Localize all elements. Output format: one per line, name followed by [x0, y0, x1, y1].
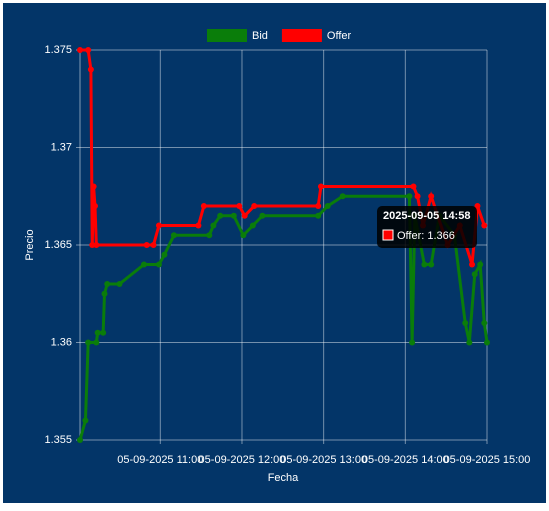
legend-label: Offer — [327, 30, 352, 42]
data-point — [230, 212, 237, 219]
data-point — [315, 203, 322, 209]
legend-swatch — [207, 29, 247, 42]
data-point — [259, 212, 266, 219]
x-axis-title: Fecha — [268, 472, 299, 484]
data-point — [481, 222, 488, 229]
data-point — [249, 222, 256, 229]
tooltip-box — [377, 206, 477, 248]
data-point — [77, 437, 83, 443]
data-point — [85, 339, 92, 346]
data-point — [161, 251, 168, 258]
data-point — [217, 212, 224, 219]
data-point — [143, 242, 150, 248]
data-point — [93, 242, 100, 248]
data-point — [85, 47, 92, 53]
data-point — [93, 339, 100, 346]
data-point — [90, 183, 97, 190]
data-point — [200, 203, 207, 209]
tooltip-title: 2025-09-05 14:58 — [383, 210, 470, 222]
data-point — [251, 203, 258, 209]
x-tick-label: 05-09-2025 14:00 — [362, 454, 449, 466]
data-point — [410, 183, 417, 190]
y-axis-title: Precio — [24, 229, 36, 260]
data-point — [150, 242, 157, 248]
data-point — [315, 212, 322, 219]
legend-label: Bid — [252, 30, 268, 42]
y-tick-label: 1.365 — [44, 239, 72, 251]
data-point — [484, 339, 490, 346]
data-point — [414, 193, 421, 200]
x-tick-label: 05-09-2025 15:00 — [444, 454, 531, 466]
data-point — [210, 222, 217, 229]
data-point — [421, 261, 428, 268]
data-point — [477, 261, 484, 268]
data-point — [240, 232, 247, 239]
data-point — [101, 290, 108, 297]
data-point — [339, 193, 346, 200]
y-tick-label: 1.375 — [44, 44, 72, 56]
data-point — [462, 320, 469, 326]
data-point — [116, 281, 123, 287]
data-point — [170, 232, 177, 239]
data-point — [474, 203, 481, 209]
data-point — [94, 329, 101, 336]
data-point — [155, 261, 162, 268]
data-point — [155, 222, 162, 229]
x-tick-label: 05-09-2025 11:00 — [117, 454, 203, 466]
data-point — [409, 339, 416, 346]
tooltip-label: Offer: 1.366 — [397, 230, 455, 242]
data-point — [481, 320, 488, 326]
data-point — [428, 193, 435, 200]
legend-swatch — [281, 29, 322, 42]
data-point — [469, 261, 476, 268]
x-tick-label: 05-09-2025 12:00 — [199, 454, 286, 466]
y-tick-label: 1.36 — [51, 336, 72, 348]
data-point — [91, 203, 98, 209]
data-point — [77, 47, 83, 53]
data-point — [236, 203, 243, 209]
data-point — [324, 203, 331, 209]
y-tick-label: 1.37 — [51, 141, 72, 153]
series-line — [78, 194, 489, 441]
tooltip-swatch — [382, 229, 394, 241]
data-point — [317, 183, 324, 190]
data-point — [100, 329, 107, 336]
data-point — [195, 222, 202, 229]
data-point — [206, 232, 213, 239]
data-point — [466, 339, 473, 346]
data-point — [140, 261, 147, 268]
data-point — [241, 212, 248, 219]
data-point — [471, 271, 478, 278]
data-point — [87, 66, 94, 73]
data-point — [82, 417, 89, 424]
x-tick-label: 05-09-2025 13:00 — [280, 454, 367, 466]
data-point — [406, 193, 413, 200]
data-point — [428, 261, 435, 268]
data-point — [104, 281, 111, 287]
y-tick-label: 1.355 — [44, 434, 72, 446]
